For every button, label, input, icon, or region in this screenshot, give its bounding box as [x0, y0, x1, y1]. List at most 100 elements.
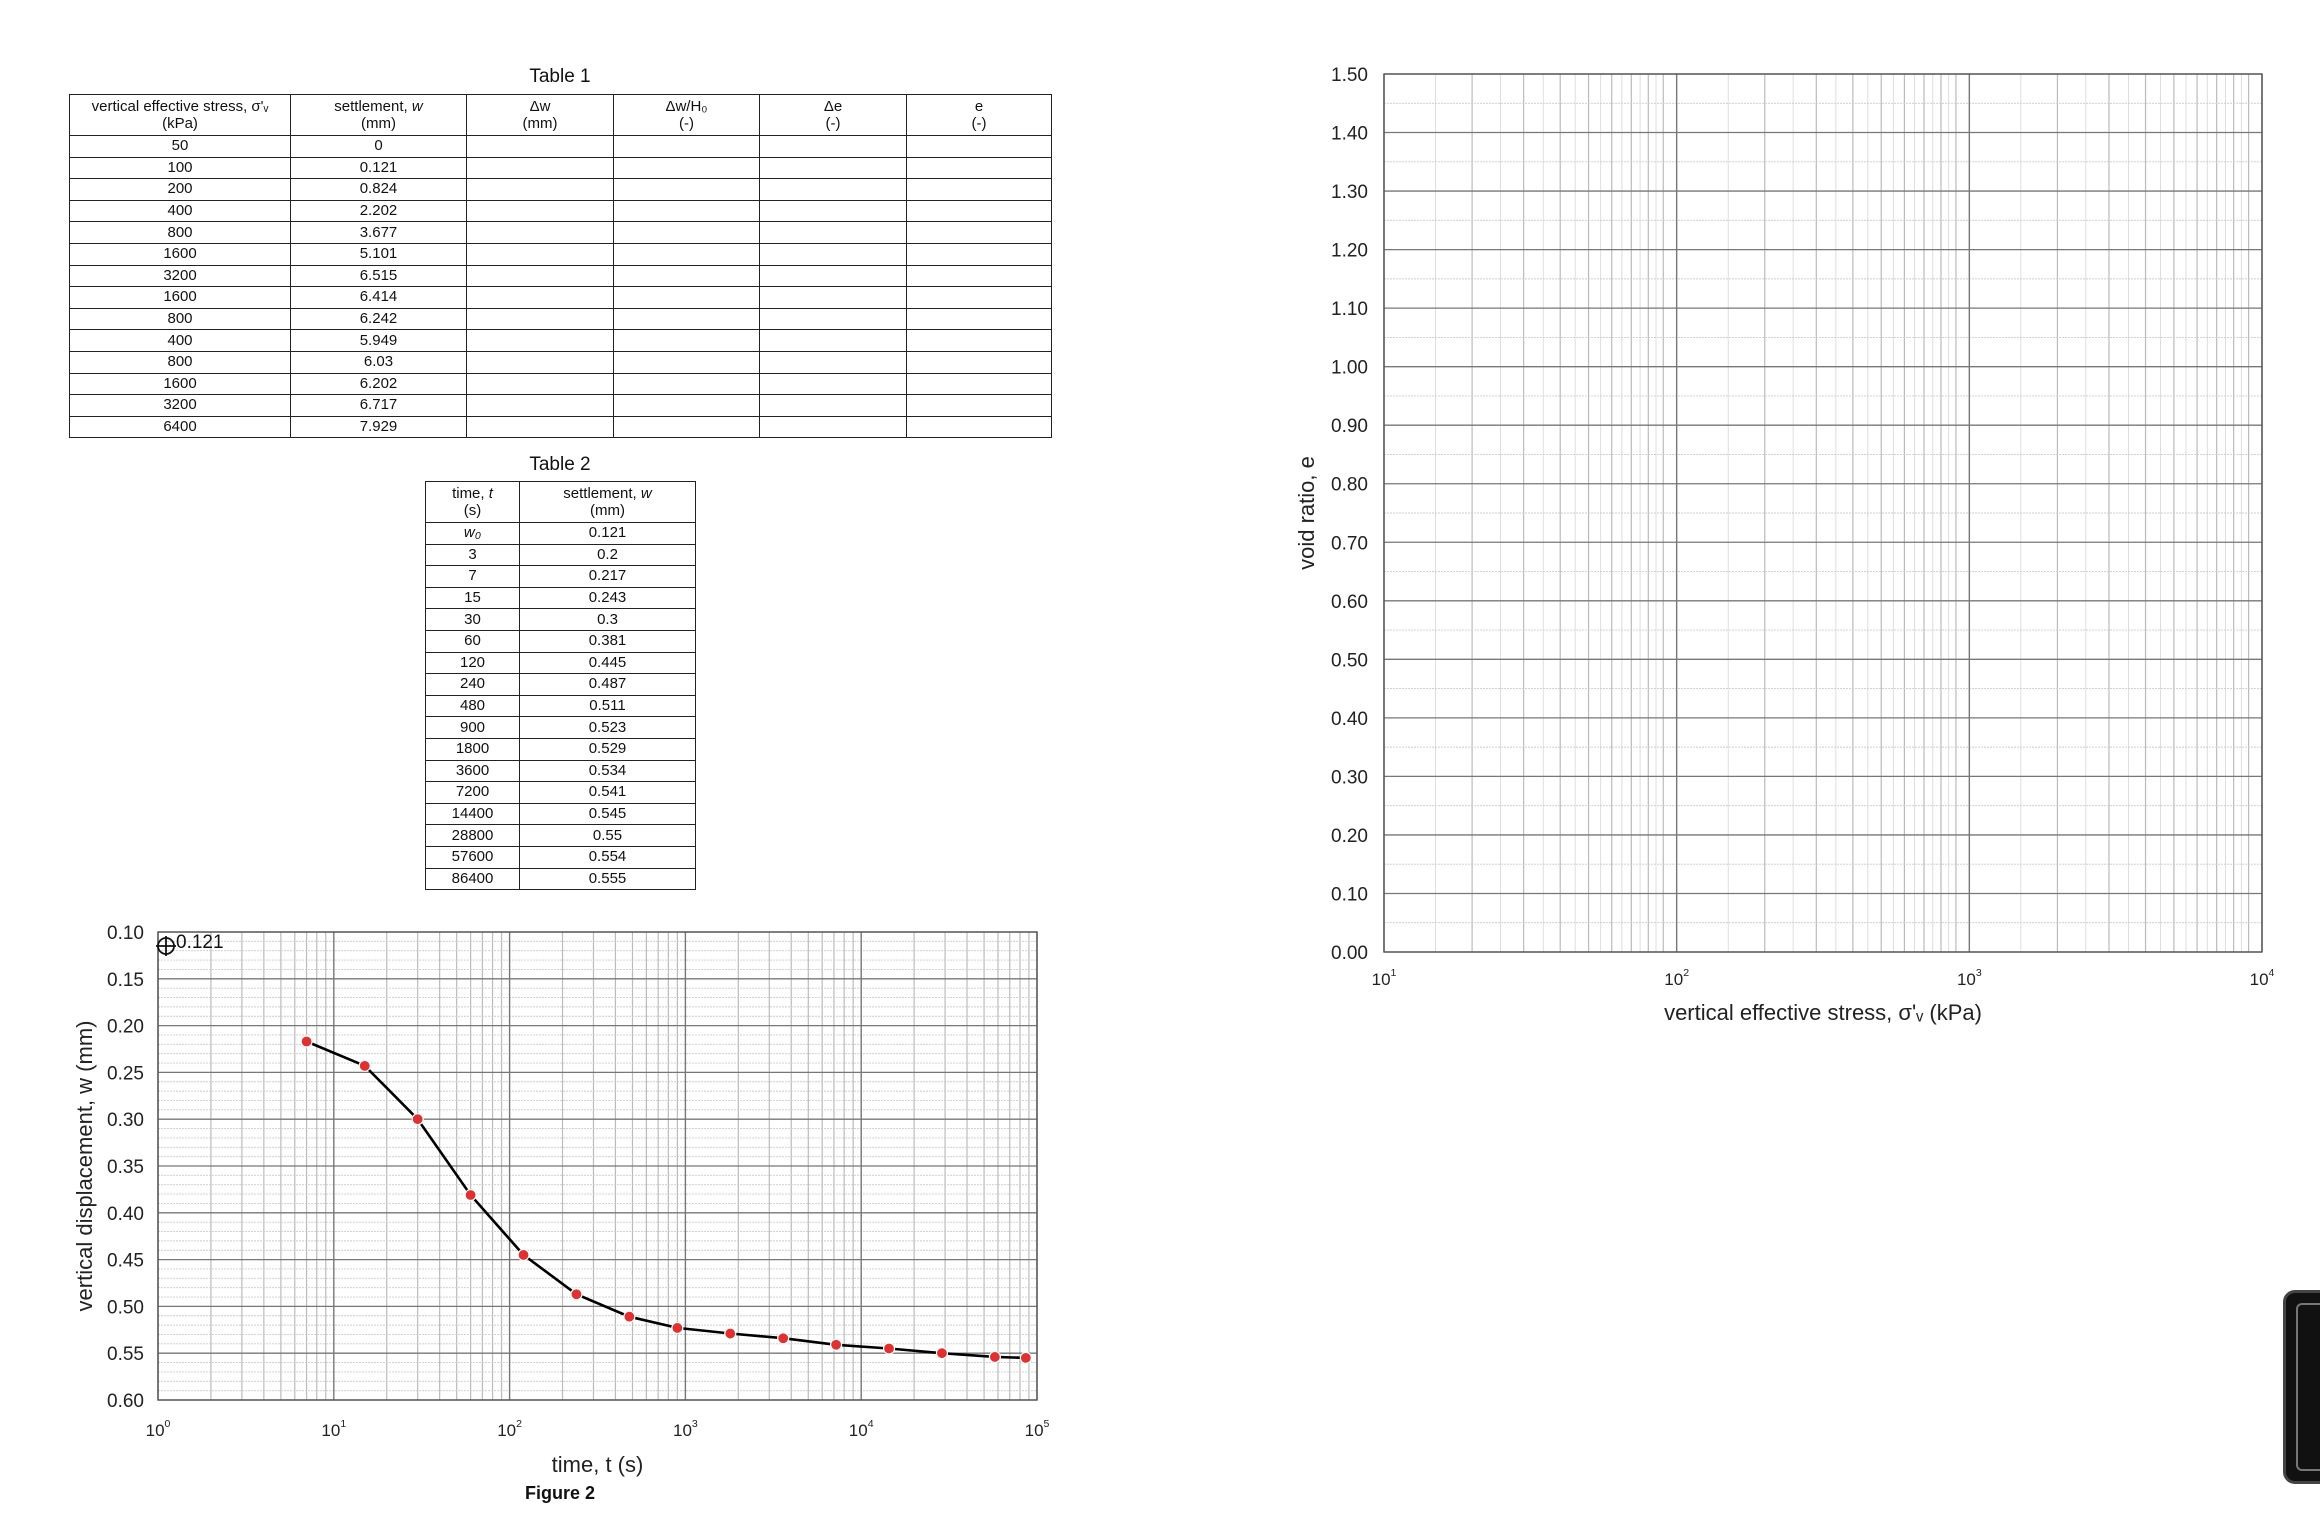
- table-cell: 0.121: [290, 156, 467, 180]
- y-tick-label: 0.60: [1331, 592, 1368, 613]
- table-cell: 900: [425, 716, 520, 739]
- y-tick-label: 0.00: [1331, 943, 1368, 964]
- table-row: 200 0.824: [69, 178, 1052, 201]
- y-tick-label: 0.80: [1331, 475, 1368, 496]
- table-row: 1600 5.101: [69, 242, 1052, 266]
- x-tick-label: 102: [1664, 967, 1689, 989]
- data-point: [988, 1350, 1001, 1364]
- table-cell: 6.414: [290, 286, 467, 309]
- table-cell: [906, 415, 1052, 439]
- table-cell: w₀: [425, 522, 520, 545]
- side-panel-handle[interactable]: [2283, 1290, 2320, 1484]
- y-tick-label: 1.50: [1331, 65, 1368, 86]
- x-tick-label: 104: [849, 1418, 874, 1440]
- y-tick-label: 1.20: [1331, 241, 1368, 262]
- table-row: w₀ 0.121: [425, 522, 696, 545]
- table-cell: 60: [425, 629, 520, 653]
- data-point: [358, 1059, 371, 1072]
- x-tick-label: 103: [673, 1418, 698, 1440]
- data-point: [777, 1332, 790, 1345]
- table-cell: 0.121: [519, 522, 696, 545]
- y-tick-label: 1.30: [1331, 182, 1368, 203]
- data-point: [882, 1342, 896, 1355]
- data-point: [300, 1035, 313, 1048]
- table-cell: 28800: [425, 824, 520, 847]
- data-point: [411, 1113, 424, 1126]
- x-axis-title: vertical effective stress, σ'ᵥ (kPa): [1664, 1000, 1982, 1025]
- table-cell: 7.929: [290, 415, 467, 439]
- table-row: 3 0.2: [425, 543, 696, 567]
- data-point: [570, 1288, 583, 1301]
- y-tick-label: 0.70: [1331, 533, 1368, 554]
- table-cell: 6400: [69, 415, 291, 439]
- data-point: [464, 1188, 477, 1202]
- table-row: 120 0.445: [425, 651, 696, 675]
- table2-header-settlement: settlement, w (mm): [519, 481, 696, 523]
- table2: time, t (s) settlement, w (mm) w₀ 0.121 3 0…: [425, 481, 696, 891]
- y-tick-label: 0.90: [1331, 416, 1368, 437]
- table-cell: 0.243: [519, 586, 696, 610]
- table-cell: 86400: [425, 867, 520, 891]
- table-row: 15 0.243: [425, 586, 696, 610]
- table-cell: [906, 221, 1052, 244]
- y-tick-label: 0.50: [1331, 650, 1368, 671]
- table-cell: 30: [425, 608, 520, 631]
- table-row: 800 3.677: [69, 221, 1052, 244]
- y-tick-label: 0.55: [107, 1344, 144, 1365]
- table-cell: 0.3: [519, 608, 696, 631]
- x-tick-label: 102: [497, 1418, 522, 1440]
- table1-header-delta-w: Δw (mm): [466, 94, 614, 136]
- x-tick-label: 103: [1957, 967, 1982, 989]
- data-point: [1019, 1351, 1032, 1364]
- table-cell: 800: [69, 221, 291, 244]
- data-point: [935, 1347, 949, 1360]
- data-point: [830, 1338, 843, 1351]
- table-cell: [906, 178, 1052, 201]
- table1-header-delta-e: Δe (-): [759, 94, 907, 136]
- table-cell: [906, 135, 1052, 158]
- annotation-label: 0.121: [176, 932, 224, 953]
- table-row: 60 0.381: [425, 629, 696, 653]
- y-tick-label: 0.20: [1331, 826, 1368, 847]
- table-row: 3200 6.717: [69, 394, 1052, 417]
- data-point: [724, 1327, 737, 1340]
- table-cell: 6.03: [290, 350, 467, 374]
- data-point: [623, 1310, 636, 1323]
- y-tick-label: 0.35: [107, 1157, 144, 1178]
- table-cell: 3200: [69, 394, 291, 417]
- x-tick-label: 100: [146, 1418, 171, 1440]
- table-cell: 14400: [425, 802, 520, 826]
- y-tick-label: 0.25: [107, 1063, 144, 1084]
- x-tick-label: 105: [1025, 1418, 1050, 1440]
- table-row: 400 5.949: [69, 329, 1052, 352]
- data-point: [671, 1321, 684, 1335]
- table-cell: 50: [69, 135, 291, 158]
- table-row: 28800 0.55: [425, 824, 696, 847]
- table-cell: 0.523: [519, 716, 696, 739]
- y-tick-label: 0.10: [107, 923, 144, 944]
- table-cell: 0.529: [519, 737, 696, 761]
- table-row: 86400 0.555: [425, 867, 696, 891]
- table2-header-time: time, t (s): [425, 481, 520, 523]
- y-tick-label: 0.45: [107, 1251, 144, 1272]
- table-cell: [906, 199, 1052, 223]
- table-row: 14400 0.545: [425, 802, 696, 826]
- table-cell: 400: [69, 199, 291, 223]
- y-axis-title: vertical displacement, w (mm): [72, 1021, 97, 1312]
- table-row: 50 0: [69, 135, 1052, 158]
- series-line: [306, 1040, 1026, 1360]
- table-row: 7 0.217: [425, 565, 696, 588]
- table-row: 3200 6.515: [69, 264, 1052, 288]
- table-cell: [906, 156, 1052, 180]
- table-cell: 100: [69, 156, 291, 180]
- y-tick-label: 0.20: [107, 1017, 144, 1038]
- y-tick-label: 1.40: [1331, 124, 1368, 145]
- x-axis-title: time, t (s): [552, 1452, 644, 1477]
- y-tick-label: 1.10: [1331, 299, 1368, 320]
- x-tick-label: 101: [1372, 967, 1397, 989]
- table-cell: 0.554: [519, 845, 696, 869]
- table1: vertical effective stress, σ'ᵥ (kPa) set…: [69, 94, 1052, 439]
- y-tick-label: 0.10: [1331, 884, 1368, 905]
- table-cell: 200: [69, 178, 291, 201]
